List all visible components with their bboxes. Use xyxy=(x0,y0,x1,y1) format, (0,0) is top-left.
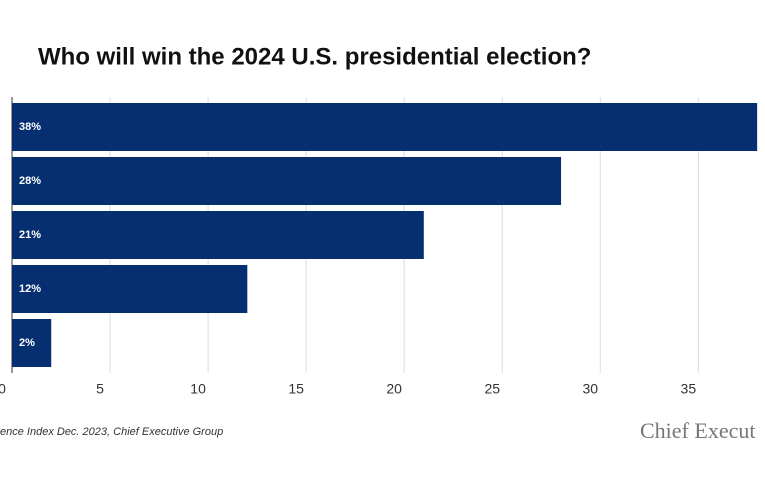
bar xyxy=(12,157,562,205)
x-tick-label: 35 xyxy=(681,381,697,397)
x-tick-label: 15 xyxy=(288,381,304,397)
bar xyxy=(12,265,248,313)
value-label: 21% xyxy=(19,229,41,241)
x-tick-label: 30 xyxy=(582,381,598,397)
x-tick-label: 10 xyxy=(190,381,206,397)
bar xyxy=(12,211,424,259)
value-label: 38% xyxy=(19,121,41,133)
value-label: 12% xyxy=(19,283,41,295)
logo: Chief Execut xyxy=(640,418,755,443)
x-tick-label: 5 xyxy=(96,381,104,397)
bar xyxy=(12,103,758,151)
value-label: 2% xyxy=(19,337,35,349)
x-tick-label: 0 xyxy=(0,381,6,397)
x-tick-label: 25 xyxy=(484,381,500,397)
value-label: 28% xyxy=(19,175,41,187)
source-note: ence Index Dec. 2023, Chief Executive Gr… xyxy=(0,426,223,438)
bar xyxy=(12,319,52,367)
chart-title: Who will win the 2024 U.S. presidential … xyxy=(38,43,591,70)
x-tick-label: 20 xyxy=(386,381,402,397)
